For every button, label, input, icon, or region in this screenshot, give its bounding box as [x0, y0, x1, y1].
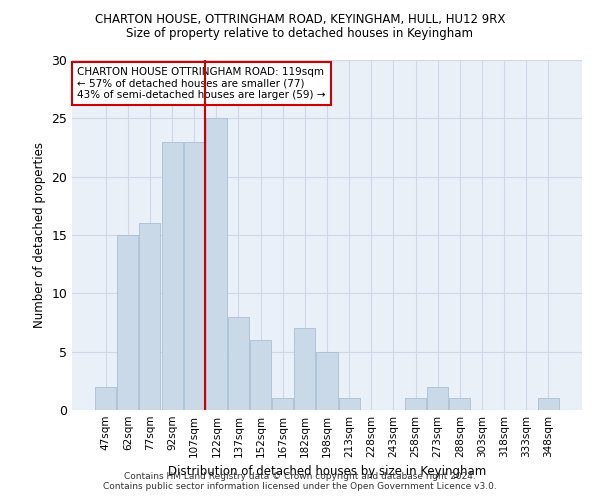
- Bar: [538, 398, 559, 410]
- Bar: [405, 398, 426, 410]
- X-axis label: Distribution of detached houses by size in Keyingham: Distribution of detached houses by size …: [168, 466, 486, 478]
- Text: Contains HM Land Registry data © Crown copyright and database right 2024.: Contains HM Land Registry data © Crown c…: [124, 472, 476, 481]
- Text: CHARTON HOUSE, OTTRINGHAM ROAD, KEYINGHAM, HULL, HU12 9RX: CHARTON HOUSE, OTTRINGHAM ROAD, KEYINGHA…: [95, 12, 505, 26]
- Bar: [184, 142, 205, 410]
- Bar: [139, 224, 160, 410]
- Bar: [272, 398, 293, 410]
- Bar: [427, 386, 448, 410]
- Bar: [95, 386, 116, 410]
- Bar: [228, 316, 249, 410]
- Bar: [316, 352, 338, 410]
- Text: CHARTON HOUSE OTTRINGHAM ROAD: 119sqm
← 57% of detached houses are smaller (77)
: CHARTON HOUSE OTTRINGHAM ROAD: 119sqm ← …: [77, 67, 326, 100]
- Bar: [206, 118, 227, 410]
- Bar: [295, 328, 316, 410]
- Bar: [338, 398, 359, 410]
- Bar: [118, 235, 139, 410]
- Bar: [250, 340, 271, 410]
- Bar: [161, 142, 182, 410]
- Text: Size of property relative to detached houses in Keyingham: Size of property relative to detached ho…: [127, 28, 473, 40]
- Y-axis label: Number of detached properties: Number of detached properties: [33, 142, 46, 328]
- Text: Contains public sector information licensed under the Open Government Licence v3: Contains public sector information licen…: [103, 482, 497, 491]
- Bar: [449, 398, 470, 410]
